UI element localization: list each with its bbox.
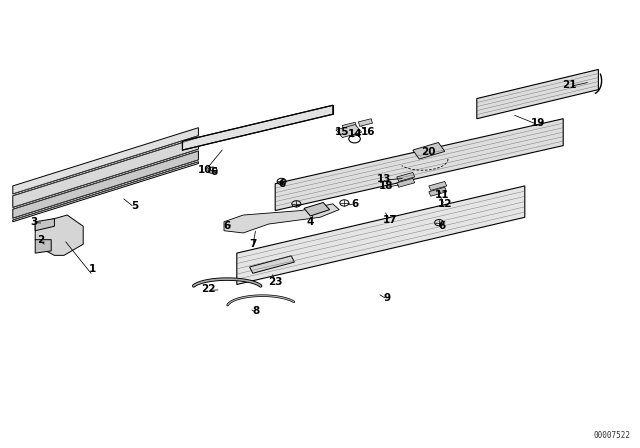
Text: 6: 6 <box>223 221 231 231</box>
Text: 6: 6 <box>351 199 359 209</box>
Polygon shape <box>304 202 330 216</box>
Text: 9: 9 <box>383 293 391 303</box>
Polygon shape <box>275 119 563 211</box>
Text: 16: 16 <box>361 127 375 137</box>
Text: 18: 18 <box>379 181 393 191</box>
Text: 1: 1 <box>89 264 97 274</box>
Polygon shape <box>35 240 51 253</box>
Text: 11: 11 <box>435 190 449 200</box>
Polygon shape <box>13 162 198 222</box>
Text: 6: 6 <box>278 179 285 189</box>
Text: 15: 15 <box>335 127 349 137</box>
Text: 3: 3 <box>30 217 38 227</box>
Text: 10: 10 <box>198 165 212 175</box>
Text: 20: 20 <box>422 147 436 157</box>
Text: 22: 22 <box>201 284 215 294</box>
Text: 4: 4 <box>307 217 314 227</box>
Text: 14: 14 <box>348 129 362 139</box>
Text: 2: 2 <box>36 235 44 245</box>
Polygon shape <box>336 125 362 138</box>
Polygon shape <box>397 178 415 187</box>
Polygon shape <box>429 187 447 196</box>
Text: 5: 5 <box>131 201 138 211</box>
Polygon shape <box>413 142 445 159</box>
Text: 00007522: 00007522 <box>593 431 630 440</box>
Polygon shape <box>477 69 598 119</box>
Polygon shape <box>13 128 198 194</box>
Polygon shape <box>13 138 198 207</box>
Text: 23: 23 <box>268 277 282 287</box>
Text: 12: 12 <box>438 199 452 209</box>
Polygon shape <box>182 105 333 150</box>
Polygon shape <box>35 219 54 231</box>
Text: 7: 7 <box>249 239 257 249</box>
Text: 13: 13 <box>377 174 391 184</box>
Text: 19: 19 <box>531 118 545 128</box>
Polygon shape <box>358 119 372 126</box>
Polygon shape <box>342 122 356 130</box>
Text: 6: 6 <box>211 168 218 177</box>
Polygon shape <box>13 151 198 218</box>
Text: 17: 17 <box>383 215 397 224</box>
Polygon shape <box>35 215 83 255</box>
Text: 6: 6 <box>438 221 445 231</box>
Text: 8: 8 <box>252 306 260 316</box>
Polygon shape <box>429 181 447 190</box>
Text: 21: 21 <box>563 80 577 90</box>
Polygon shape <box>397 172 415 181</box>
Polygon shape <box>224 204 339 233</box>
Polygon shape <box>237 186 525 284</box>
Polygon shape <box>250 256 294 273</box>
